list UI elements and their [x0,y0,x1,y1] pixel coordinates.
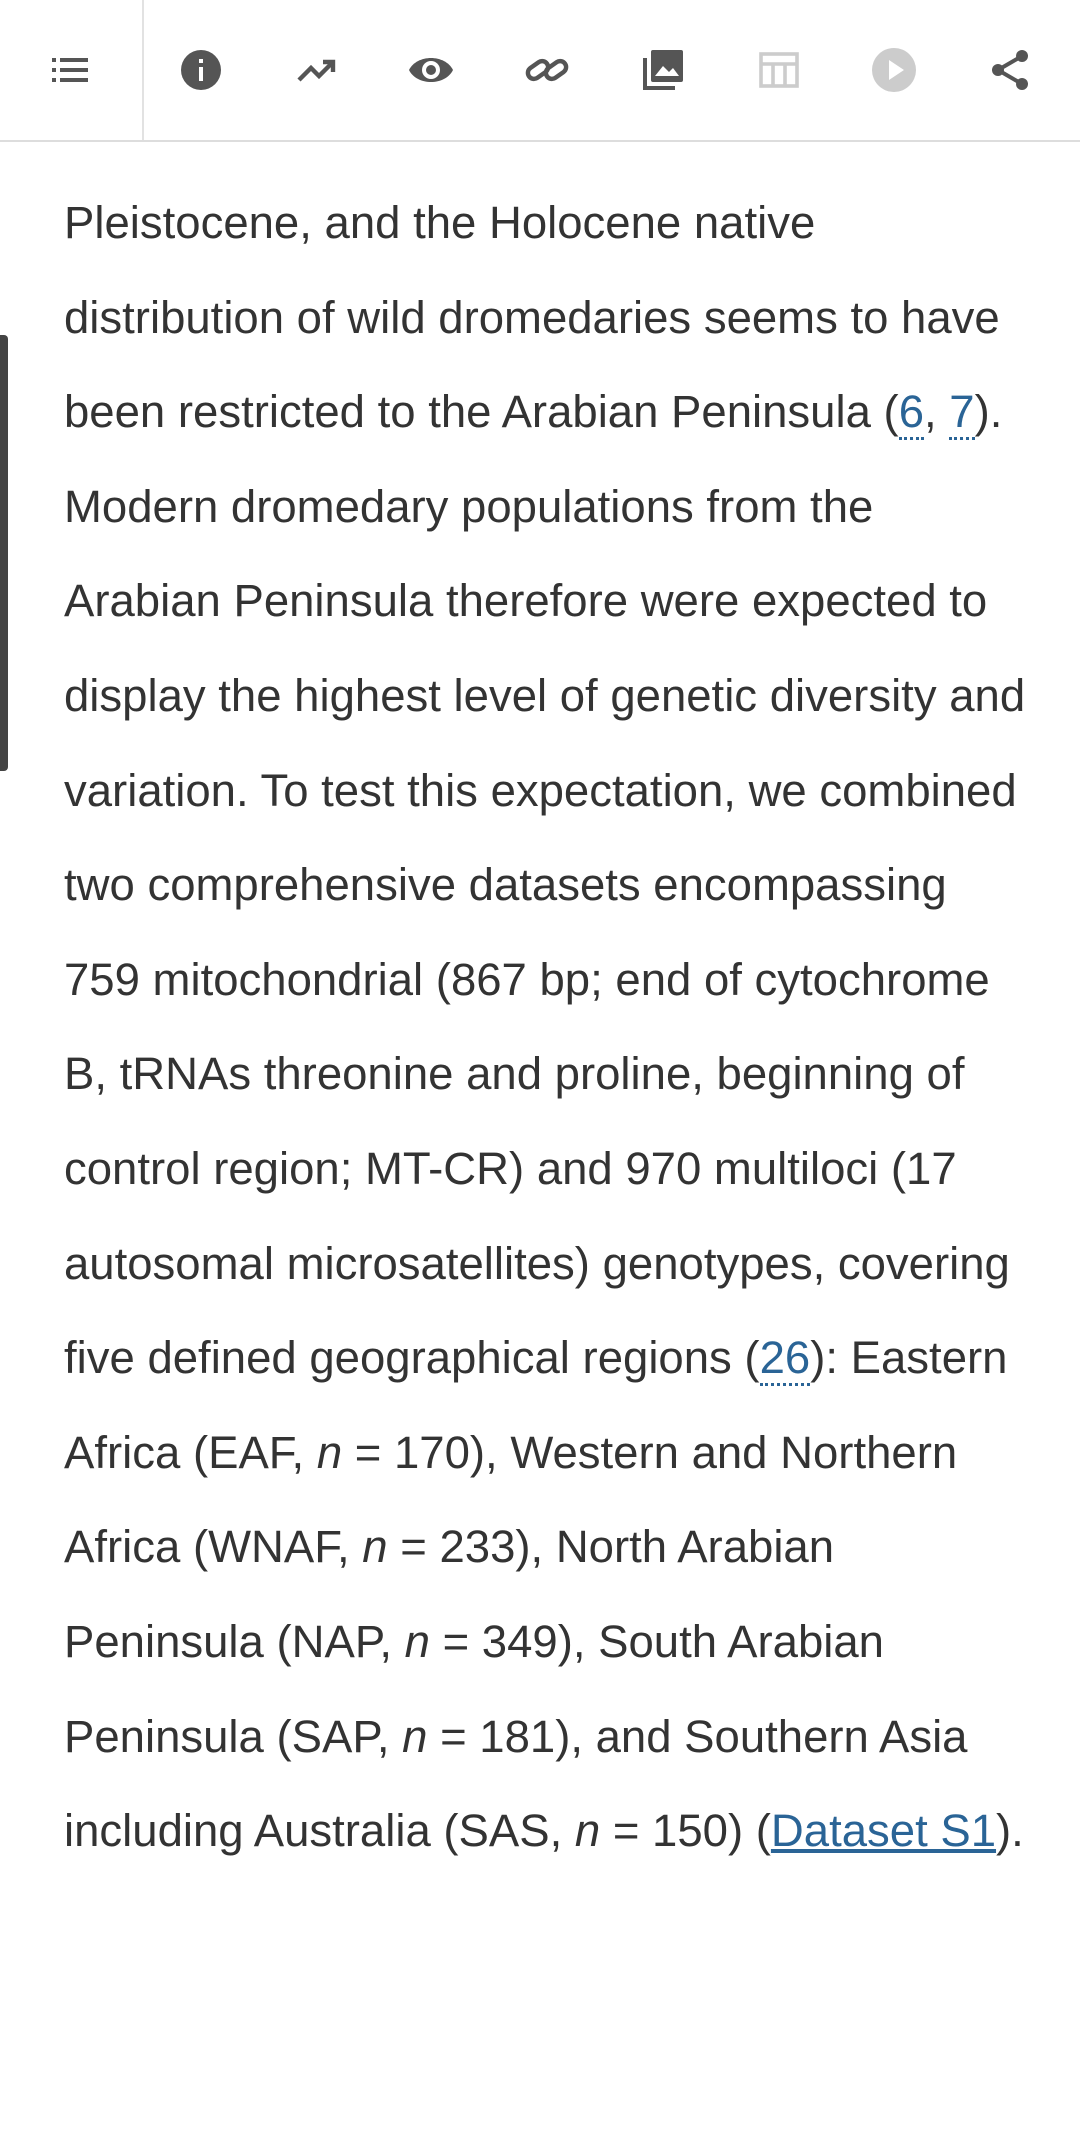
text: Pleistocene, and the Holocene native dis… [64,197,1000,438]
text: , [924,386,950,438]
text: = 150) ( [600,1805,771,1857]
separator [142,0,144,140]
tables-icon[interactable] [755,46,803,94]
text: = 349), South Arabian Peninsula (SAP, [64,1615,884,1762]
menu-icon[interactable] [46,46,94,94]
text: ). Modern dromedary populations from the… [64,386,1026,1384]
figures-icon[interactable] [639,46,687,94]
text: = 170), Western and Northern Africa (WNA… [64,1426,958,1573]
text: = 181), and Southern Asia including Aust… [64,1710,968,1857]
text: = 233), North Arabian Peninsula (NAP, [64,1521,835,1667]
reference-link[interactable]: 26 [759,1332,811,1387]
link-icon[interactable] [523,46,571,94]
italic-text: n [362,1521,388,1573]
reference-link[interactable]: 6 [898,386,924,441]
toolbar [0,0,1080,142]
italic-text: n [574,1805,601,1857]
paragraph: Pleistocene, and the Holocene native dis… [64,176,1030,1879]
text: ): Eastern Africa (EAF, [64,1332,1008,1478]
view-icon[interactable] [407,46,455,94]
reference-link[interactable]: 7 [949,386,975,441]
article-body: Pleistocene, and the Holocene native dis… [64,176,1030,1879]
info-icon[interactable] [177,46,225,94]
dataset-link[interactable]: Dataset S1 [770,1805,997,1857]
scroll-indicator [0,335,8,771]
share-icon[interactable] [986,46,1034,94]
text: ). [996,1805,1024,1857]
italic-text: n [402,1710,428,1762]
metrics-icon[interactable] [293,46,341,94]
media-icon[interactable] [870,46,918,94]
italic-text: n [404,1615,430,1667]
italic-text: n [316,1426,343,1478]
